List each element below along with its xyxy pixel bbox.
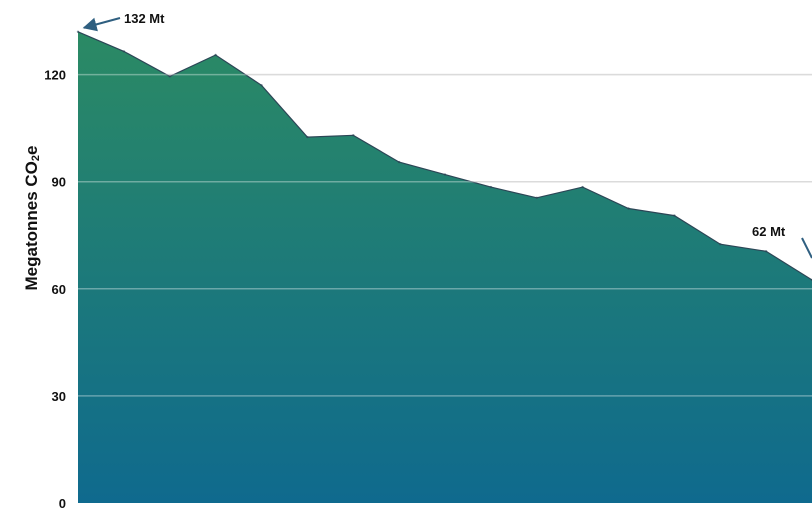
y-axis-ticks: 0 30 60 90 120: [44, 68, 66, 508]
plot-area: [76, 30, 812, 504]
annotation-arrow-end: [801, 237, 812, 259]
y-tick-label-120: 120: [44, 68, 66, 83]
data-point-4: [260, 84, 263, 87]
data-point-14: [719, 243, 722, 246]
annotations: 132 Mt 62 Mt: [82, 11, 812, 259]
data-point-9: [489, 185, 493, 189]
y-tick-label-0: 0: [59, 496, 66, 508]
data-point-6: [352, 134, 355, 137]
data-point-0: [76, 30, 80, 33]
data-point-1: [122, 50, 126, 53]
data-point-10: [535, 196, 538, 199]
y-tick-label-90: 90: [52, 175, 66, 190]
data-point-12: [627, 207, 630, 210]
data-point-7: [397, 160, 401, 164]
data-point-3: [214, 53, 217, 57]
annotation-arrow-start: [82, 17, 121, 32]
data-point-11: [581, 185, 584, 189]
annotation-label-end: 62 Mt: [752, 224, 786, 239]
data-point-8: [443, 173, 447, 176]
y-tick-label-30: 30: [52, 389, 66, 404]
data-point-13: [673, 214, 676, 217]
data-point-5: [306, 135, 309, 139]
data-point-2: [168, 75, 171, 78]
area-series: [78, 31, 812, 504]
annotation-label-start: 132 Mt: [124, 11, 165, 26]
y-axis-label: Megatonnes CO2e: [22, 145, 42, 291]
y-tick-label-60: 60: [52, 282, 66, 297]
data-point-15: [764, 250, 768, 253]
